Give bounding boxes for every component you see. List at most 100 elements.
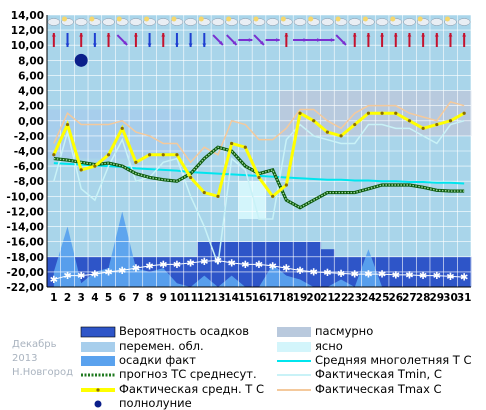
legend-label: Фактическая Tmax C <box>315 382 442 396</box>
legend-swatch <box>277 359 311 362</box>
y-tick-label: 10,00 <box>11 40 44 52</box>
legend-swatch <box>81 341 115 352</box>
temperature-chart: ✱ ✱ ✱ ✱ ✱ ✱ ✱ ✱ ✱ ✱ ✱ ✱ ✱ ✱ ✱ ✱ ✱ ✱ ✱ ✱ ✱ ✱ ✱ ✱ ✱ ✱ ✱ ✱ ✱ ✱ ✱14,0012,0… <box>6 10 472 304</box>
sun-icon <box>62 16 68 22</box>
y-tick-label: 2,00 <box>18 101 44 113</box>
actual-mean-point <box>353 122 357 127</box>
x-tick-label: 23 <box>347 292 362 304</box>
x-tick-label: 25 <box>375 292 390 304</box>
wind-arrow-icon <box>188 33 193 47</box>
sun-icon <box>144 16 150 22</box>
x-tick-label: 19 <box>293 292 308 304</box>
actual-mean-point <box>271 194 275 198</box>
snow-marker: ✱ <box>337 269 345 280</box>
legend-label: Средняя многолетняя Т С <box>315 353 472 367</box>
x-tick-label: 11 <box>183 292 198 304</box>
actual-mean-point <box>448 119 453 123</box>
snow-marker: ✱ <box>296 266 304 277</box>
wind-arrow-icon <box>147 33 152 47</box>
x-tick-label: 17 <box>265 292 280 304</box>
legend-swatch <box>81 355 115 366</box>
wind-arrow-icon <box>161 33 166 47</box>
legend-label: осадки факт <box>119 353 196 367</box>
snow-marker: ✱ <box>419 271 427 282</box>
weather-icon <box>348 18 361 26</box>
wind-arrow-head <box>284 33 289 37</box>
clear-sky-band <box>252 181 266 219</box>
wind-arrow-icon <box>92 33 97 47</box>
x-tick-label: 26 <box>388 292 403 304</box>
wind-arrow-icon <box>393 33 398 47</box>
actual-mean-point <box>65 122 70 127</box>
snow-marker: ✱ <box>227 258 235 269</box>
weather-icon <box>430 18 444 26</box>
actual-mean-point <box>435 122 439 127</box>
actual-mean-point <box>93 164 97 168</box>
y-tick-label: -22,00 <box>6 282 44 294</box>
series-tmax <box>53 101 465 164</box>
weather-icon <box>115 16 129 26</box>
legend-item: пасмурно <box>275 324 373 338</box>
y-tick-label: -14,00 <box>6 222 44 234</box>
wind-arrow-head <box>421 33 426 37</box>
wind-arrow-icon <box>293 38 308 42</box>
wind-arrow-icon <box>175 33 179 47</box>
snow-marker: ✱ <box>186 258 194 269</box>
actual-mean-point <box>230 141 234 146</box>
y-tick-label: -8,00 <box>14 176 44 188</box>
grid <box>46 14 472 288</box>
y-tick-label: -4,00 <box>14 146 44 158</box>
actual-mean-point <box>366 111 371 115</box>
weather-icon <box>252 16 266 26</box>
cloud-icon <box>348 18 361 26</box>
wind-arrow-icon <box>212 34 224 46</box>
weather-icon <box>88 16 102 26</box>
cloud-icon <box>266 18 279 26</box>
weather-icon <box>307 16 320 26</box>
legend-item: перемен. обл. <box>79 339 204 353</box>
wind-arrow-head <box>393 33 398 37</box>
x-tick-label: 20 <box>306 292 321 304</box>
legend-label: ясно <box>315 339 343 353</box>
cloud-icon <box>211 18 225 26</box>
variable-cloud-band <box>183 109 198 159</box>
watermark-year: 2013 <box>12 353 38 364</box>
x-tick-label: 7 <box>132 292 139 304</box>
legend-label: полнолуние <box>119 396 192 410</box>
legend-swatch <box>277 341 311 352</box>
snow-marker: ✱ <box>200 257 208 268</box>
precip-probability-bar <box>197 241 212 287</box>
wind-arrow-icon <box>65 33 70 47</box>
weather-icon <box>129 18 143 26</box>
weather-icon <box>389 16 403 26</box>
snow-marker: ✱ <box>132 264 140 275</box>
actual-mean-point <box>120 126 124 130</box>
actual-mean-point <box>462 111 466 115</box>
snow-marker: ✱ <box>282 264 290 275</box>
actual-mean-point <box>339 134 343 138</box>
y-tick-label: -2,00 <box>14 131 44 143</box>
legend-swatch <box>94 400 102 407</box>
x-tick-label: 28 <box>416 292 431 304</box>
wind-arrow-head <box>434 33 439 37</box>
x-tick-label: 29 <box>429 292 444 304</box>
snow-marker: ✱ <box>364 270 372 281</box>
wind-arrow-icon <box>320 38 335 42</box>
wind-arrow-icon <box>434 33 439 47</box>
wind-arrow-head <box>260 41 264 45</box>
series-tmin <box>53 120 465 265</box>
x-tick-label: 15 <box>238 292 253 304</box>
overcast-band <box>443 90 458 136</box>
sun-icon <box>280 16 286 22</box>
sun-icon <box>417 16 423 22</box>
legend-label: перемен. обл. <box>119 339 204 353</box>
cloud-icon <box>321 18 334 26</box>
snow-marker: ✱ <box>145 261 153 272</box>
snow-marker: ✱ <box>310 267 318 278</box>
weather-icon <box>239 18 252 26</box>
legend-swatch <box>81 387 115 392</box>
snow-marker: ✱ <box>91 270 99 281</box>
wind-arrow-icon <box>226 34 238 46</box>
wind-arrow-icon <box>133 33 138 47</box>
legend-item: Средняя многолетняя Т С <box>275 353 472 367</box>
